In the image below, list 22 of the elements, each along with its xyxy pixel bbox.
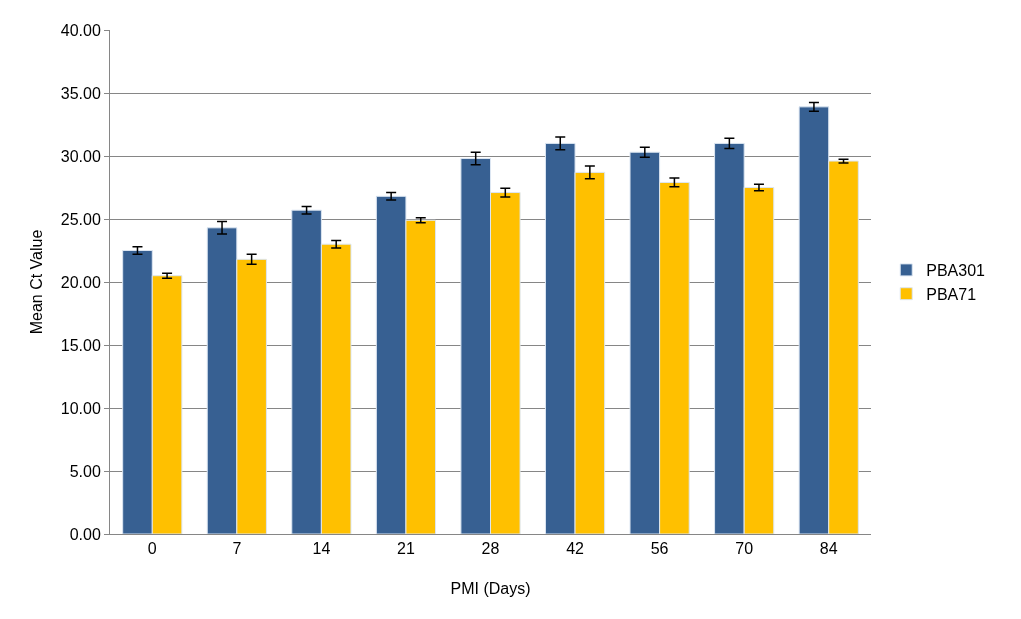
x-tick-label: 21 xyxy=(397,540,415,558)
x-tick-label: 42 xyxy=(566,540,585,558)
y-tick-label: 10.00 xyxy=(60,399,101,417)
x-tick-label: 14 xyxy=(312,540,331,558)
y-tick-label: 0.00 xyxy=(69,525,101,543)
x-tick-label: 28 xyxy=(481,540,500,558)
legend-label: PBA301 xyxy=(926,262,986,280)
y-tick-label: 20.00 xyxy=(60,273,101,291)
y-tick-label: 30.00 xyxy=(60,147,101,165)
y-tick-label: 5.00 xyxy=(69,462,101,480)
y-axis-title: Mean Ct Value xyxy=(27,229,45,335)
x-tick-label: 70 xyxy=(735,540,754,558)
y-tick-label: 35.00 xyxy=(60,84,101,102)
y-tick-label: 40.00 xyxy=(60,21,101,39)
y-tick-label: 25.00 xyxy=(60,210,101,228)
x-tick-label: 84 xyxy=(819,540,838,558)
x-tick-label: 56 xyxy=(650,540,669,558)
x-axis-title: PMI (Days) xyxy=(450,579,531,597)
y-tick-label: 15.00 xyxy=(60,336,101,354)
x-tick-label: 0 xyxy=(147,540,157,558)
legend-label: PBA71 xyxy=(926,285,977,303)
x-tick-label: 7 xyxy=(232,540,242,558)
